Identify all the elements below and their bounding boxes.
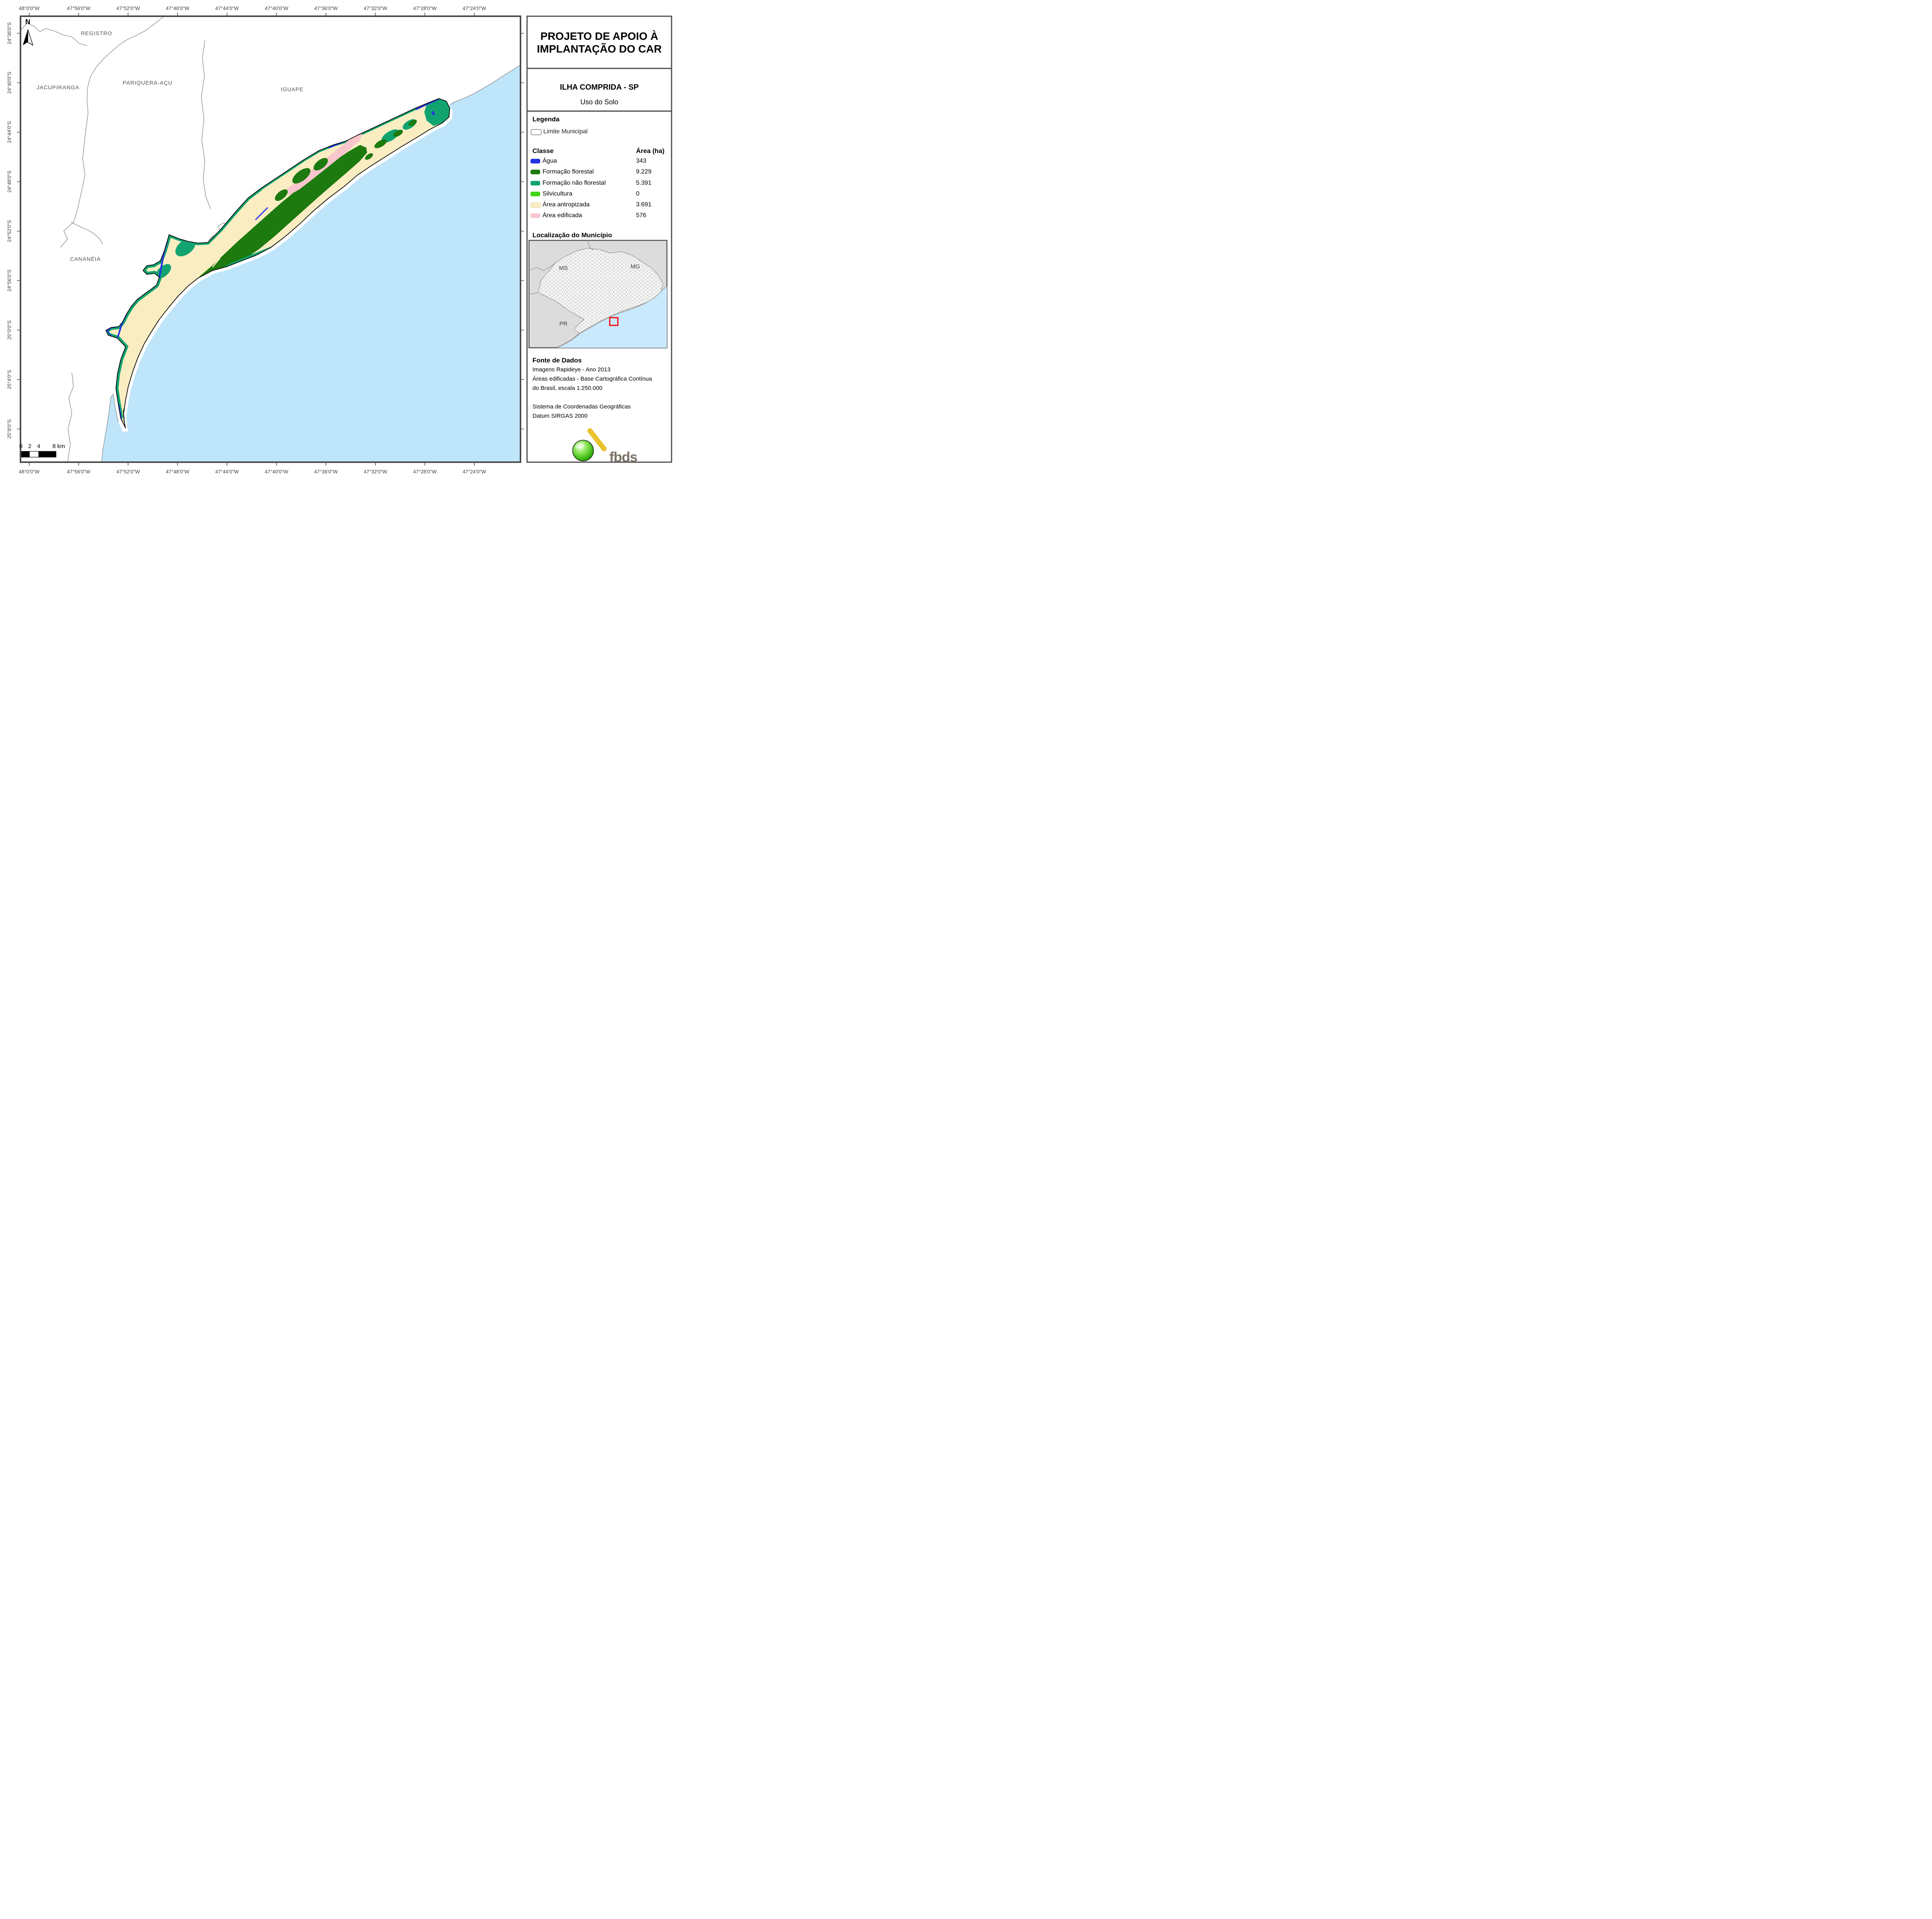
- lat-label: 25°4'0"S: [6, 370, 12, 389]
- muni-label-pariquera: PARIQUERA-AÇU: [122, 80, 173, 86]
- fonte-line: Imagens Rapideye - Ano 2013: [532, 366, 611, 373]
- island-outline: [105, 98, 450, 429]
- info-panel-frame: [526, 15, 672, 463]
- lon-label-top: 47°36'0"W: [314, 5, 338, 11]
- map-document: N 48°0'0"W 47°56'0"W 47°52'0"W 47°48'0"W…: [0, 0, 678, 480]
- scale-label-4: 4: [37, 443, 41, 450]
- lat-label: 24°36'0"S: [6, 22, 12, 44]
- legend-swatch-florestal: [531, 170, 540, 174]
- lon-label-top: 47°52'0"W: [116, 5, 140, 11]
- scale-bar: [21, 451, 56, 458]
- lon-label-bottom: 47°56'0"W: [67, 469, 90, 475]
- muni-label-registro: REGISTRO: [81, 30, 112, 36]
- page-title-line2: IMPLANTAÇÃO DO CAR: [537, 43, 662, 55]
- lat-label: 24°52'0"S: [6, 220, 12, 242]
- scale-label-0: 0: [19, 443, 23, 450]
- legend-label: Área antropizada: [543, 201, 590, 208]
- lat-label: 24°40'0"S: [6, 71, 12, 94]
- legend-label: Formação florestal: [543, 168, 594, 175]
- fonte-line: Sistema de Coordenadas Geográficas: [532, 403, 631, 410]
- scale-label-2: 2: [28, 443, 32, 450]
- legend-area-value: 3.691: [636, 201, 652, 208]
- lon-label-top: 47°48'0"W: [166, 5, 189, 11]
- lon-label-bottom: 47°36'0"W: [314, 469, 338, 475]
- locator-inset-map: [528, 240, 668, 349]
- landuse-florestal: [128, 145, 367, 415]
- lon-label-bottom: 47°40'0"W: [265, 469, 288, 475]
- lon-label-top: 47°44'0"W: [215, 5, 239, 11]
- fonte-line: Áreas edificadas - Base Cartográfica Con…: [532, 376, 652, 382]
- legend-row: Formação não florestal 5.391: [531, 179, 668, 187]
- legend-label: Silvicultura: [543, 191, 573, 197]
- fonte-line: do Brasil, escala 1:250.000: [532, 385, 602, 391]
- legend-row: Área antropizada 3.691: [531, 201, 668, 209]
- lat-label: 24°56'0"S: [6, 269, 12, 292]
- legend-area-value: 9.229: [636, 168, 652, 175]
- legend-label: Água: [543, 158, 557, 164]
- scale-label-8km: 8 km: [52, 443, 65, 450]
- lon-label-top: 47°40'0"W: [265, 5, 288, 11]
- fbds-logo-text: fbds: [609, 449, 638, 465]
- legend-row: Formação florestal 9.229: [531, 168, 668, 176]
- legend-swatch-agua: [531, 159, 540, 163]
- inset-label-ms: MS: [559, 265, 568, 272]
- north-arrow-icon: [23, 29, 34, 46]
- lon-label-top: 47°56'0"W: [67, 5, 90, 11]
- legend-swatch-antropizada: [531, 202, 541, 208]
- legend-area-value: 0: [636, 191, 639, 197]
- lat-label: 24°48'0"S: [6, 170, 12, 193]
- lon-label-bottom: 47°48'0"W: [166, 469, 189, 475]
- legend-swatch-silvicultura: [531, 192, 540, 196]
- map-frame: [17, 13, 524, 466]
- lon-label-top: 48°0'0"W: [19, 5, 40, 11]
- lon-label-bottom: 47°24'0"W: [463, 469, 486, 475]
- north-arrow-label: N: [25, 18, 31, 26]
- legend-area-value: 343: [636, 158, 646, 164]
- municipality-title: ILHA COMPRIDA - SP: [560, 83, 639, 92]
- inset-label-mg: MG: [630, 263, 640, 270]
- legend-label: Formação não florestal: [543, 180, 606, 186]
- legend-area-value: 5.391: [636, 180, 652, 186]
- map-theme-title: Uso do Solo: [580, 98, 619, 106]
- legend-row: Área edificada 576: [531, 212, 668, 219]
- fbds-logo-icon: [572, 428, 607, 461]
- map-canvas: [17, 13, 672, 466]
- inset-label-pr: PR: [559, 320, 568, 327]
- legend-swatch-nao-florestal: [531, 181, 540, 185]
- classe-heading: Classe: [532, 147, 554, 155]
- limite-municipal-label: Limite Municipal: [543, 128, 588, 135]
- legend-swatch-edificada: [531, 213, 540, 218]
- legend-label: Área edificada: [543, 212, 582, 219]
- legend-row: Água 343: [531, 157, 668, 165]
- lon-label-top: 47°28'0"W: [413, 5, 437, 11]
- limite-municipal-swatch: [531, 129, 542, 135]
- map-plot-area: [21, 17, 520, 461]
- lon-label-top: 47°24'0"W: [463, 5, 486, 11]
- locator-highlight-box: [609, 317, 619, 326]
- muni-label-cananeia: CANANÉIA: [70, 256, 101, 262]
- lat-label: 25°8'0"S: [6, 419, 12, 439]
- muni-label-jacupiranga: JACUPIRANGA: [36, 84, 80, 90]
- fonte-heading: Fonte de Dados: [532, 357, 582, 364]
- lon-label-bottom: 47°52'0"W: [116, 469, 140, 475]
- area-heading: Área (ha): [636, 147, 665, 155]
- legend-heading: Legenda: [532, 116, 560, 123]
- muni-label-iguape: IGUAPE: [281, 86, 304, 92]
- localizacao-heading: Localização do Município: [532, 231, 612, 239]
- lat-label: 25°0'0"S: [6, 320, 12, 340]
- lon-label-bottom: 47°28'0"W: [413, 469, 437, 475]
- lon-label-top: 47°32'0"W: [364, 5, 387, 11]
- ocean-polygon: [102, 65, 520, 461]
- legend-area-value: 576: [636, 212, 646, 219]
- legend-row: Silvicultura 0: [531, 190, 668, 198]
- page-title-line1: PROJETO DE APOIO À: [540, 30, 658, 42]
- fonte-line: Datum SIRGAS 2000: [532, 413, 588, 419]
- lat-label: 24°44'0"S: [6, 121, 12, 143]
- lon-label-bottom: 48°0'0"W: [19, 469, 40, 475]
- lon-label-bottom: 47°32'0"W: [364, 469, 387, 475]
- lon-label-bottom: 47°44'0"W: [215, 469, 239, 475]
